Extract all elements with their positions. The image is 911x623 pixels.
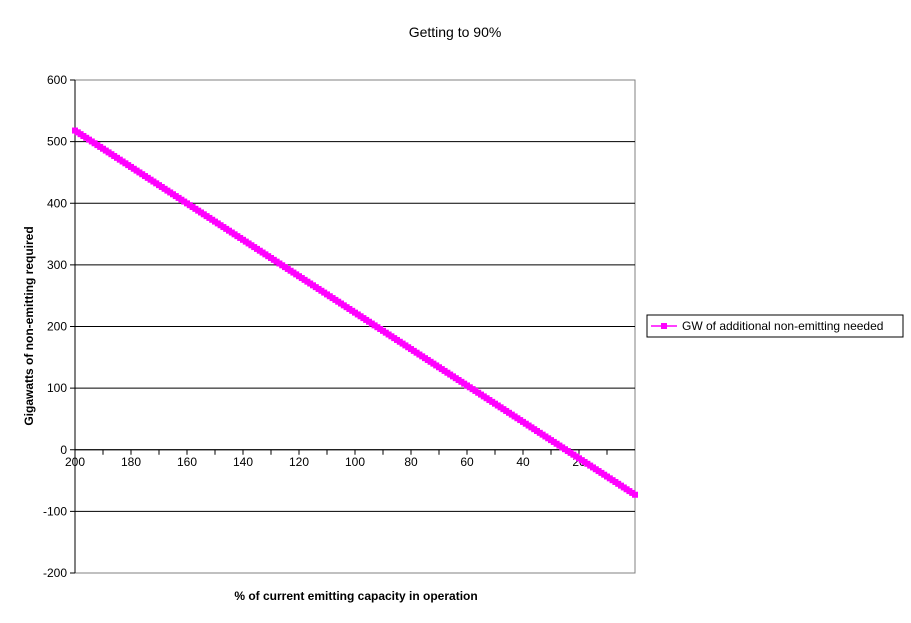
y-axis-label: Gigawatts of non-emitting required — [22, 226, 36, 425]
x-tick-label: 40 — [516, 455, 530, 469]
chart-title: Getting to 90% — [409, 24, 502, 40]
x-tick-label: 80 — [404, 455, 418, 469]
y-tick-label: 300 — [47, 258, 67, 272]
x-tick-label: 200 — [65, 455, 85, 469]
x-tick-label: 100 — [345, 455, 365, 469]
series-group — [72, 127, 638, 498]
x-tick-label: 140 — [233, 455, 253, 469]
series-0 — [72, 127, 638, 498]
x-tick-label: 160 — [177, 455, 197, 469]
x-axis-ticks: 20018016014012010080604020 — [65, 449, 608, 469]
x-tick-label: 60 — [460, 455, 474, 469]
y-tick-label: 400 — [47, 196, 67, 210]
y-tick-label: -200 — [43, 566, 67, 580]
data-point — [632, 491, 638, 498]
y-tick-label: 100 — [47, 381, 67, 395]
y-tick-label: 0 — [60, 443, 67, 457]
legend: GW of additional non-emitting needed — [646, 314, 904, 338]
y-tick-label: 600 — [47, 73, 67, 87]
legend-marker — [661, 323, 667, 329]
y-tick-label: 500 — [47, 135, 67, 149]
y-tick-label: 200 — [47, 320, 67, 334]
legend-box — [646, 314, 904, 338]
x-tick-label: 180 — [121, 455, 141, 469]
x-tick-label: 120 — [289, 455, 309, 469]
y-tick-label: -100 — [43, 504, 67, 518]
y-axis-ticks: 600 500 400 300 200 100 0 -100 -200 — [43, 73, 75, 580]
x-axis-label: % of current emitting capacity in operat… — [234, 589, 477, 603]
legend-label: GW of additional non-emitting needed — [682, 319, 883, 333]
